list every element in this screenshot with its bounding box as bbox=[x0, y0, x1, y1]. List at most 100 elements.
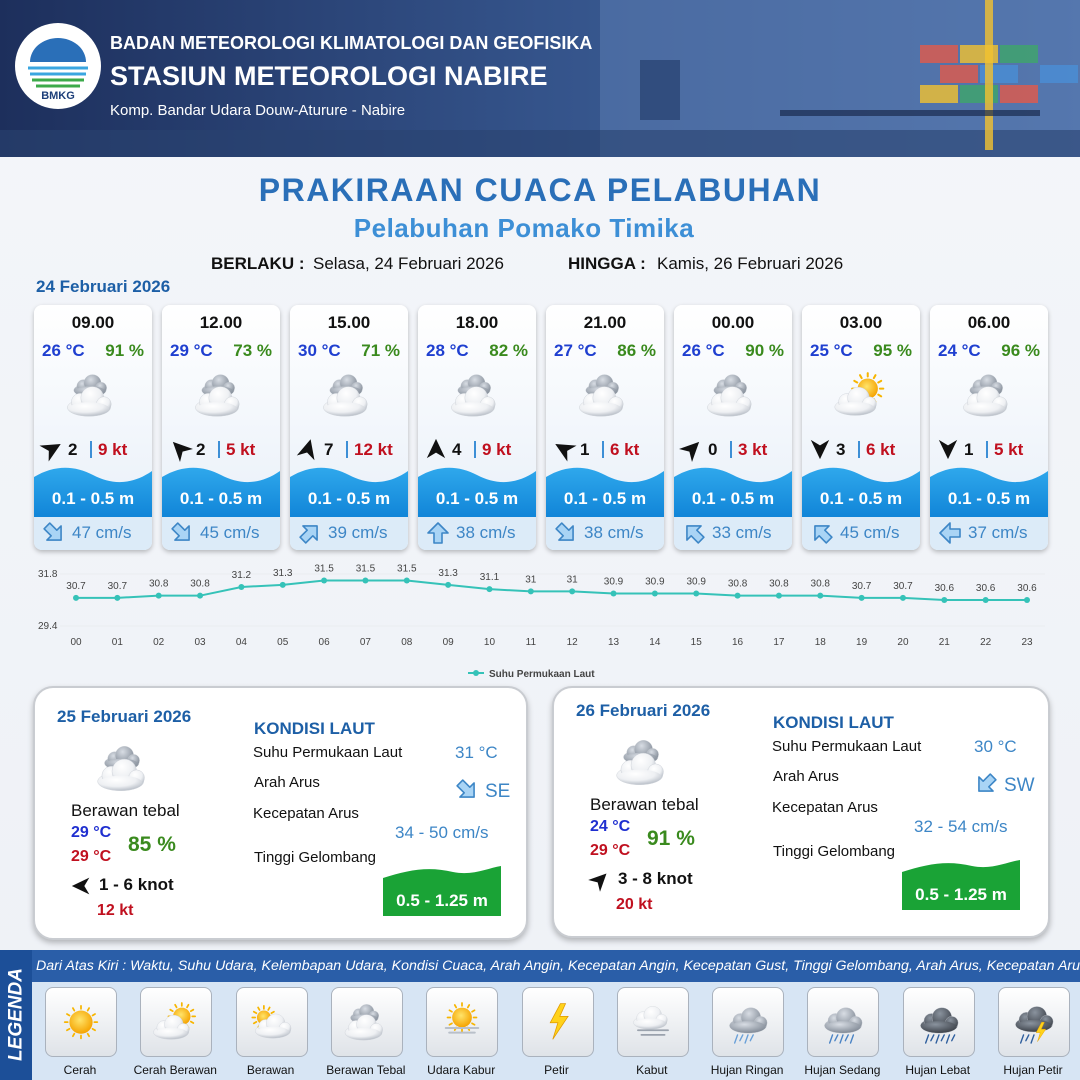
weather-icon bbox=[963, 374, 1008, 417]
icon-part bbox=[939, 522, 961, 544]
gust: 6 kt bbox=[610, 440, 640, 459]
icon-part bbox=[71, 877, 90, 895]
gust: 5 kt bbox=[226, 440, 256, 459]
temperature: 24 °C bbox=[938, 341, 981, 360]
wind-speed: 1 bbox=[964, 440, 974, 459]
x-tick-label: 22 bbox=[980, 637, 992, 648]
icon-part bbox=[839, 1034, 845, 1044]
temperature: 28 °C bbox=[426, 341, 469, 360]
icon-part bbox=[921, 1021, 957, 1033]
weather-icon bbox=[323, 374, 368, 417]
wave-band bbox=[34, 467, 152, 517]
legend-label: Berawan Tebal bbox=[326, 1063, 406, 1077]
icon-part bbox=[845, 1034, 850, 1042]
icon-part bbox=[734, 1034, 739, 1044]
legend-label: Berawan bbox=[246, 1063, 295, 1077]
wave-band bbox=[162, 467, 280, 517]
sst-point bbox=[238, 584, 245, 590]
legend-item bbox=[712, 987, 785, 1057]
valid-from: Selasa, 24 Februari 2026 bbox=[313, 254, 504, 273]
temperature: 25 °C bbox=[810, 341, 853, 360]
icon-part bbox=[196, 402, 238, 416]
legend-note: Dari Atas Kiri : Waktu, Suhu Udara, Kele… bbox=[36, 958, 1080, 974]
wave-band bbox=[418, 467, 536, 517]
icon-part bbox=[86, 1007, 90, 1012]
icon-part bbox=[708, 402, 750, 416]
data-label: 30.6 bbox=[1017, 583, 1037, 594]
icon-part bbox=[296, 439, 315, 461]
gust: 9 kt bbox=[482, 440, 512, 459]
icon-part bbox=[825, 1021, 861, 1033]
current-speed: 32 - 54 cm/s bbox=[914, 817, 1008, 836]
icon-part bbox=[814, 525, 833, 544]
current-speed: 33 cm/s bbox=[712, 523, 772, 542]
current-speed: 47 cm/s bbox=[72, 523, 132, 542]
time: 00.00 bbox=[711, 313, 755, 332]
icon-part bbox=[829, 1034, 834, 1044]
x-tick-label: 08 bbox=[401, 637, 413, 648]
icon-part bbox=[153, 1014, 190, 1040]
icon-part bbox=[467, 1004, 471, 1009]
weather-icon bbox=[616, 740, 664, 785]
icon-part bbox=[471, 1009, 476, 1013]
wave-band bbox=[290, 467, 408, 517]
time: 09.00 bbox=[71, 313, 115, 332]
icon-part bbox=[555, 522, 574, 541]
wave-band bbox=[930, 467, 1048, 517]
current-arrow bbox=[814, 525, 833, 544]
icon-part bbox=[171, 522, 190, 541]
time: 18.00 bbox=[455, 313, 499, 332]
icon-part bbox=[30, 38, 86, 62]
data-label: 30.7 bbox=[66, 581, 86, 592]
day-date: 26 Februari 2026 bbox=[576, 701, 711, 720]
x-tick-label: 05 bbox=[277, 637, 289, 648]
icon-part bbox=[836, 401, 875, 415]
wave-label: Tinggi Gelombang bbox=[773, 843, 896, 860]
icon-part bbox=[924, 1034, 929, 1044]
title: PRAKIRAAN CUACA PELABUHAN bbox=[258, 172, 822, 208]
weather-icon bbox=[834, 372, 885, 416]
wind-speed: 3 bbox=[836, 440, 846, 459]
separator bbox=[602, 441, 604, 458]
wind-arrow bbox=[810, 439, 830, 460]
gust: 12 kt bbox=[97, 902, 134, 919]
icon-part bbox=[636, 1029, 669, 1036]
sea-heading: KONDISI LAUT bbox=[254, 719, 375, 738]
time: 21.00 bbox=[583, 313, 627, 332]
x-tick-label: 07 bbox=[360, 637, 372, 648]
forecast-card: 12.00 29 °C 73 % 2 5 kt 0.1 - 0.5 m 45 cm/s bbox=[162, 305, 280, 550]
current-arrow bbox=[427, 522, 449, 544]
x-tick-label: 00 bbox=[70, 637, 82, 648]
icon-part bbox=[549, 1003, 569, 1040]
current-arrow bbox=[555, 522, 574, 541]
wind-speed: 1 bbox=[580, 440, 590, 459]
icon-part bbox=[853, 379, 859, 384]
icon-part bbox=[324, 402, 366, 416]
icon-part bbox=[323, 386, 368, 417]
separator bbox=[218, 441, 220, 458]
x-tick-label: 09 bbox=[443, 637, 455, 648]
sst-point bbox=[197, 592, 204, 599]
icon-part bbox=[920, 45, 958, 63]
humidity: 85 % bbox=[128, 833, 176, 856]
wind-arrow bbox=[588, 873, 607, 892]
x-tick-label: 18 bbox=[815, 637, 827, 648]
separator bbox=[90, 441, 92, 458]
x-tick-label: 01 bbox=[112, 637, 124, 648]
x-tick-label: 20 bbox=[897, 637, 909, 648]
sst-point bbox=[610, 590, 617, 597]
condition: Berawan tebal bbox=[590, 795, 699, 814]
wind-arrow bbox=[555, 443, 577, 462]
icon-part bbox=[814, 525, 833, 544]
forecast-card: 21.00 27 °C 86 % 1 6 kt 0.1 - 0.5 m 38 cm/s bbox=[546, 305, 664, 550]
icon-part bbox=[68, 402, 110, 416]
icon-part bbox=[418, 467, 536, 517]
icon-part bbox=[940, 65, 978, 83]
x-tick-label: 13 bbox=[608, 637, 620, 648]
icon-part bbox=[850, 1034, 855, 1044]
forecast-card: 18.00 28 °C 82 % 4 9 kt 0.1 - 0.5 m 38 cm/s bbox=[418, 305, 536, 550]
icon-part bbox=[169, 1008, 174, 1013]
x-tick-label: 10 bbox=[484, 637, 496, 648]
icon-part bbox=[1000, 85, 1038, 103]
sst-point bbox=[445, 581, 452, 588]
